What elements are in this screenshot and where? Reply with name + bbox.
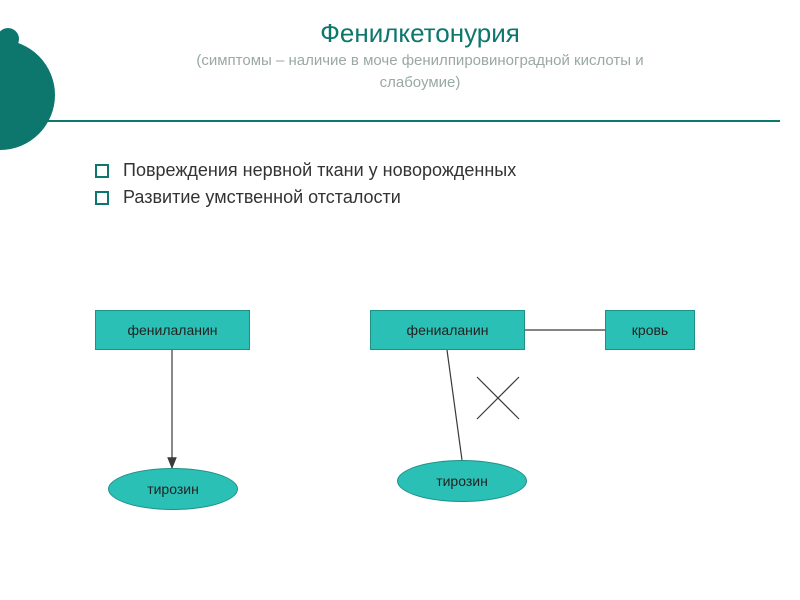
bullet-marker-icon <box>95 191 109 205</box>
diagram-node-n4: тирозин <box>108 468 238 510</box>
diagram-node-n2: фениаланин <box>370 310 525 350</box>
bullet-item: Повреждения нервной ткани у новорожденны… <box>95 160 745 181</box>
bullet-list: Повреждения нервной ткани у новорожденны… <box>95 160 745 214</box>
cross-mark-icon <box>477 377 519 419</box>
cross-mark-icon <box>477 377 519 419</box>
title-main: Фенилкетонурия <box>70 18 770 49</box>
decor-circle-big <box>0 40 55 150</box>
title-block: Фенилкетонурия (симптомы – наличие в моч… <box>70 18 770 92</box>
slide: Фенилкетонурия (симптомы – наличие в моч… <box>0 0 800 600</box>
diagram-node-n5: тирозин <box>397 460 527 502</box>
title-sub-line-1: (симптомы – наличие в моче фенилпировино… <box>70 51 770 71</box>
title-sub-line-2: слабоумие) <box>70 73 770 93</box>
bullet-item: Развитие умственной отсталости <box>95 187 745 208</box>
bullet-marker-icon <box>95 164 109 178</box>
bullet-text: Развитие умственной отсталости <box>123 187 401 208</box>
diagram-node-n3: кровь <box>605 310 695 350</box>
diagram-edge <box>447 350 462 460</box>
header-rule <box>35 120 780 122</box>
diagram-node-n1: фенилаланин <box>95 310 250 350</box>
bullet-text: Повреждения нервной ткани у новорожденны… <box>123 160 516 181</box>
